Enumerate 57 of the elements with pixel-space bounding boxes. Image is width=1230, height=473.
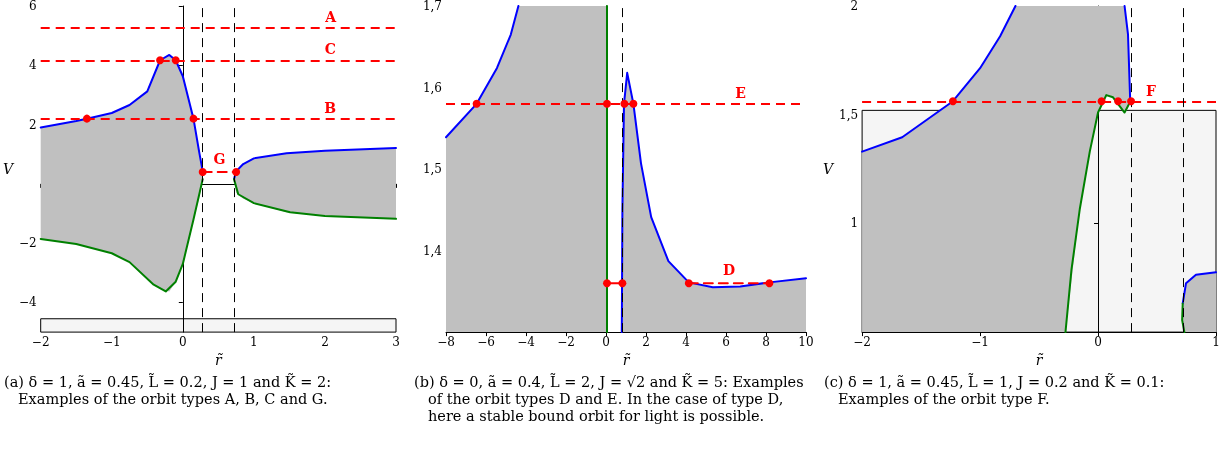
- x-tick-label: −1: [971, 335, 989, 350]
- line-series: [232, 147, 397, 181]
- x-tick-label: 0: [1094, 335, 1102, 350]
- x-tick-label: 10: [798, 335, 814, 350]
- x-tick-label: 0: [179, 335, 187, 350]
- y-tick-label: 6: [29, 0, 37, 13]
- line-series: [232, 178, 397, 220]
- y-tick-label: 1: [850, 216, 859, 231]
- line-series: [861, 5, 1017, 153]
- y-tick-label: 1,7: [422, 0, 442, 13]
- y-tick-label: −2: [19, 236, 37, 251]
- x-tick-label: 2: [642, 335, 650, 350]
- y-tick-label: 1,5: [839, 107, 859, 122]
- x-tick-label: −4: [517, 335, 536, 350]
- point: [82, 114, 91, 123]
- y-axis-title: V: [2, 161, 15, 178]
- x-axis-title: r̃: [215, 352, 224, 368]
- line-series: [39, 178, 204, 293]
- y-tick-label: 2: [29, 117, 37, 132]
- x-axis-title: r̃: [1035, 352, 1044, 368]
- text: (b) δ = 0, ã = 0.4, L̃ = 2, J = √2 and K̃ = 5: Examples of the orbit types D and E. In the case of type D, here a stable bound orbit for light is possible.: [413, 372, 805, 425]
- ref-line-label: E: [735, 84, 746, 101]
- x-tick-label: 8: [762, 335, 770, 350]
- x-tick-label: 4: [682, 335, 691, 350]
- text: (c) δ = 1, ã = 0.45, L̃ = 1, J = 0.2 and K̃ = 0.1: Examples of the orbit type F.: [823, 372, 1166, 408]
- y-tick-label: 1,5: [422, 162, 442, 177]
- y-tick-label: 1,4: [422, 243, 443, 258]
- text: (a) δ = 1, ã = 0.45, L̃ = 0.2, J = 1 and K̃ = 2: Examples of the orbit types A, B, C and G.: [3, 372, 333, 408]
- point: [189, 114, 198, 123]
- line-series: [1181, 271, 1217, 305]
- x-tick-label: −1: [102, 335, 121, 350]
- point: [156, 56, 165, 65]
- line-series: [445, 5, 520, 139]
- x-tick-label: 1: [250, 335, 258, 350]
- x-tick-label: 0: [602, 335, 610, 350]
- x-tick-label: 6: [722, 335, 730, 350]
- x-tick-label: −2: [557, 335, 575, 350]
- series-label: G: [213, 151, 226, 168]
- point: [198, 168, 207, 177]
- series-label: D: [723, 262, 736, 279]
- ref-line-label: A: [324, 8, 338, 25]
- x-axis-title: r̃: [622, 352, 631, 368]
- ref-line-label: B: [324, 99, 337, 116]
- y-axis-title: V: [822, 161, 835, 178]
- x-tick-label: 1: [1212, 335, 1220, 350]
- y-tick-label: 2: [850, 0, 859, 13]
- x-tick-label: 2: [321, 335, 329, 350]
- y-tick-label: 4: [29, 58, 38, 73]
- point: [171, 56, 180, 65]
- y-tick-label: 1,6: [422, 80, 442, 95]
- x-tick-label: −8: [437, 335, 455, 350]
- point: [232, 168, 241, 177]
- y-tick-label: −4: [19, 295, 38, 310]
- ref-line-label: C: [324, 41, 336, 58]
- x-tick-label: −6: [477, 335, 495, 350]
- ref-line-label: F: [1146, 82, 1157, 99]
- x-tick-label: 3: [392, 335, 400, 350]
